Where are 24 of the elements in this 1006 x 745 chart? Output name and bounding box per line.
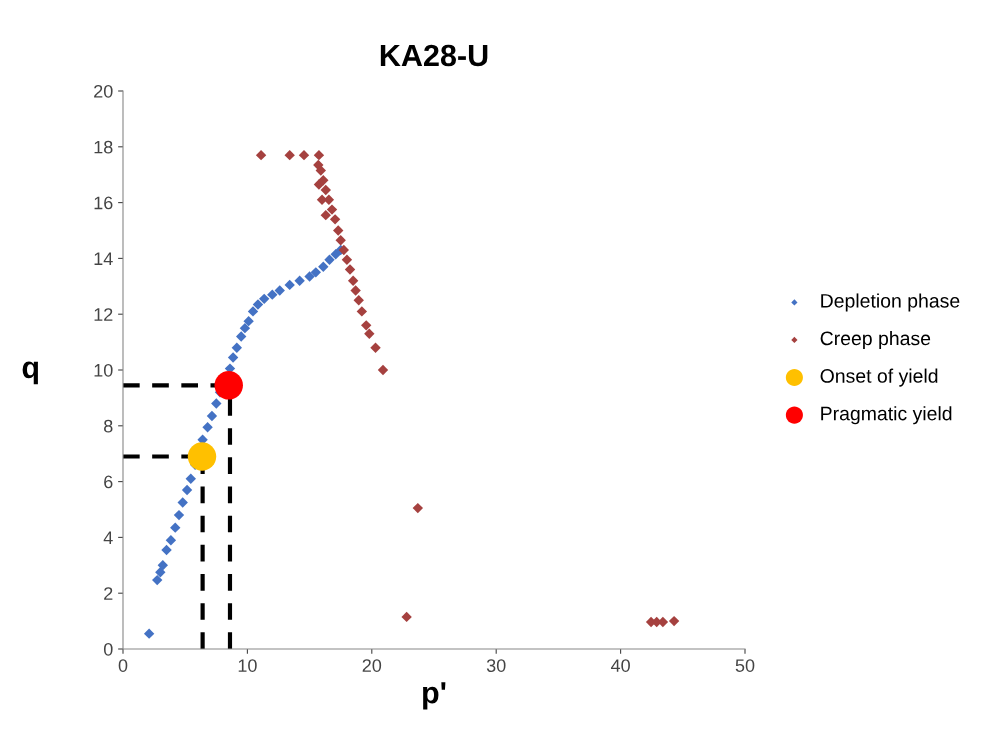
legend-label: Onset of yield <box>820 368 938 387</box>
x-tick-label: 40 <box>610 659 630 672</box>
y-tick-label: 16 <box>94 196 113 210</box>
y-tick-label: 18 <box>94 140 113 154</box>
legend-label: Pragmatic yield <box>821 406 952 425</box>
y-tick-label: 0 <box>103 642 113 656</box>
y-tick-label: 12 <box>94 308 113 321</box>
x-axis-title: p' <box>423 682 446 710</box>
y-tick-label: 2 <box>104 587 113 600</box>
chart-title: KA28-U <box>380 44 488 67</box>
legend-label: Creep phase <box>820 330 931 350</box>
y-tick-label: 6 <box>104 475 113 489</box>
x-tick-label: 0 <box>118 659 128 672</box>
y-axis-title: q <box>22 361 38 385</box>
x-tick-label: 30 <box>486 659 506 672</box>
y-tick-label: 8 <box>104 419 113 433</box>
legend-label: Depletion phase <box>821 293 960 312</box>
y-tick-label: 4 <box>103 531 113 544</box>
x-tick-label: 50 <box>735 659 755 672</box>
y-tick-label: 10 <box>94 363 113 377</box>
y-tick-label: 20 <box>94 84 113 98</box>
x-tick-label: 10 <box>238 659 257 672</box>
y-tick-label: 14 <box>94 252 113 265</box>
x-tick-label: 20 <box>362 659 382 672</box>
